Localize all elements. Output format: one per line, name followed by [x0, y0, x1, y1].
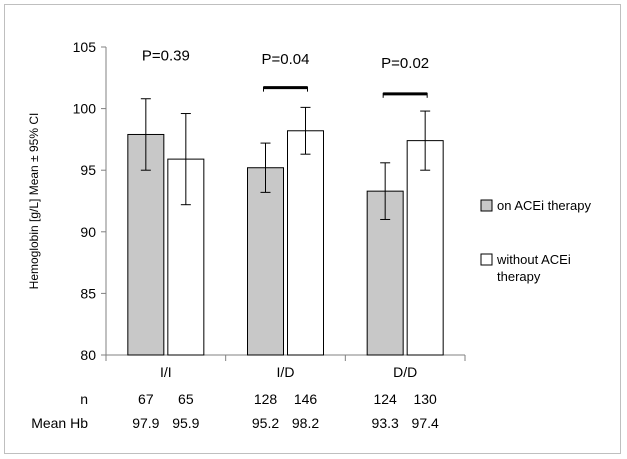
y-tick-label: 105 [73, 39, 97, 55]
chart-frame [4, 4, 621, 454]
bar [127, 133, 165, 356]
y-axis-label: Hemoglobin [g/L] Mean ± 95% CI [27, 113, 41, 290]
legend-label: on ACEi therapy [497, 198, 591, 213]
table-cell-n: 65 [178, 391, 194, 407]
table-cell-mean-hb: 97.4 [412, 415, 439, 431]
table-row-label: Mean Hb [31, 415, 88, 431]
p-value-label: P=0.39 [142, 48, 190, 65]
y-tick-label: 95 [80, 162, 96, 178]
table-cell-n: 67 [138, 391, 154, 407]
legend-label: without ACEi [496, 252, 571, 267]
y-tick-label: 85 [80, 285, 96, 301]
table-cell-mean-hb: 97.9 [132, 415, 159, 431]
y-tick-label: 90 [80, 224, 96, 240]
x-category-label: I/I [160, 364, 172, 380]
p-value-label: P=0.04 [262, 51, 310, 68]
legend-swatch [480, 199, 493, 212]
table-cell-mean-hb: 93.3 [372, 415, 399, 431]
bar [406, 140, 444, 356]
bar [247, 167, 284, 356]
table-cell-mean-hb: 98.2 [292, 415, 319, 431]
y-tick-label: 80 [80, 347, 96, 363]
y-tick-label: 100 [73, 101, 97, 117]
table-cell-mean-hb: 95.9 [172, 415, 199, 431]
table-cell-n: 128 [254, 391, 278, 407]
table-cell-mean-hb: 95.2 [252, 415, 279, 431]
x-category-label: I/D [277, 364, 295, 380]
table-row-label: n [80, 391, 88, 407]
legend-swatch [480, 253, 493, 266]
bar [287, 130, 324, 356]
x-category-label: D/D [393, 364, 417, 380]
p-value-label: P=0.02 [381, 55, 429, 72]
table-cell-n: 124 [373, 391, 397, 407]
table-cell-n: 130 [413, 391, 437, 407]
legend-label: therapy [497, 269, 541, 284]
table-cell-n: 146 [294, 391, 318, 407]
